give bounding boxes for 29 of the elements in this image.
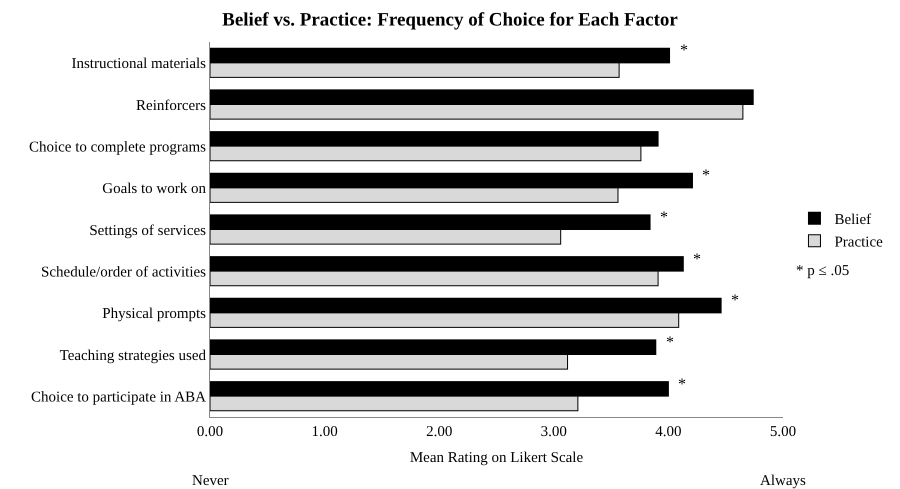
x-tick-label: 1.00	[311, 424, 338, 440]
y-tick-label: Choice to complete programs	[28, 139, 206, 156]
annotation: *	[731, 292, 739, 309]
text: Never	[192, 473, 229, 489]
y-tick-label: Schedule/order of activities	[41, 264, 206, 280]
annotation: *	[693, 251, 701, 268]
x-tick-label: 5.00	[770, 424, 796, 440]
x-tick-label: 2.00	[426, 424, 452, 440]
annotation: *	[702, 167, 710, 184]
x-tick-label: 4.00	[655, 424, 682, 440]
chart-title: Belief vs. Practice: Frequency of Choice for Each Factor	[222, 10, 678, 31]
y-tick-label: Reinforcers	[136, 98, 206, 114]
text: * p ≤ .05	[796, 263, 850, 279]
y-tick-label: Settings of services	[89, 222, 206, 239]
x-tick-label: 0.00	[196, 424, 224, 440]
annotation: *	[678, 376, 686, 393]
x-axis-title: Mean Rating on Likert Scale	[410, 450, 584, 466]
annotation: *	[680, 42, 688, 59]
annotation: *	[666, 334, 674, 351]
x-tick-label: 3.00	[540, 424, 567, 440]
annotation: *	[660, 209, 668, 226]
y-tick-label: Teaching strategies used	[60, 348, 206, 364]
legend-label: Belief	[834, 212, 872, 228]
y-tick-label: Goals to work on	[102, 181, 206, 198]
legend-label: Practice	[834, 234, 884, 251]
text: Always	[760, 473, 806, 489]
y-tick-label: Instructional materials	[71, 56, 206, 72]
y-tick-label: Choice to participate in ABA	[31, 389, 206, 406]
y-tick-label: Physical prompts	[102, 306, 206, 322]
